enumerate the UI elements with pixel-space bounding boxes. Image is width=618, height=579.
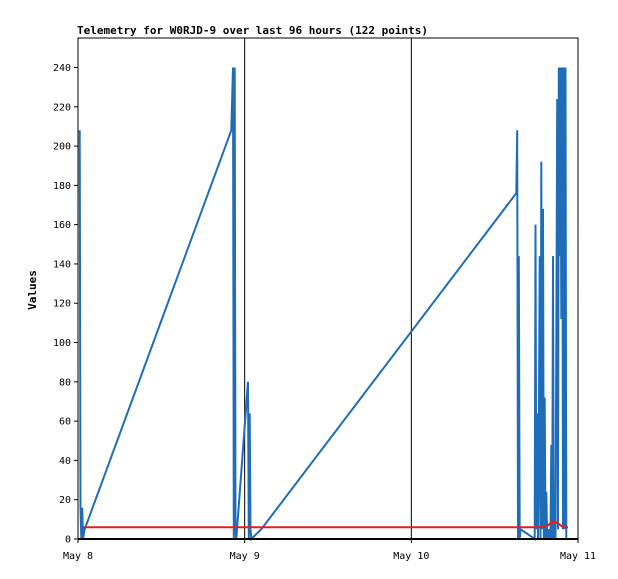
chart-title: Telemetry for W0RJD-9 over last 96 hours…: [77, 24, 428, 37]
y-tick-label: 140: [53, 259, 71, 270]
y-tick-label: 40: [59, 456, 71, 467]
y-tick-label: 180: [53, 181, 71, 192]
y-tick-label: 220: [53, 102, 71, 113]
plot-frame: [77, 37, 579, 540]
y-axis: 0 20 40 60 80 100 120 140 160 180 200 220 240: [53, 63, 78, 546]
y-tick-label: 60: [59, 417, 71, 428]
series-lines: [78, 67, 568, 542]
y-tick-label: 240: [53, 63, 71, 74]
x-tick-label: May 9: [230, 551, 260, 562]
x-tick-label: May 11: [560, 551, 596, 562]
y-tick-label: 200: [53, 142, 71, 153]
x-tick-label: May 10: [393, 551, 429, 562]
series-line-0: [78, 67, 568, 542]
x-tick-label: May 8: [63, 551, 93, 562]
y-tick-label: 120: [53, 299, 71, 310]
x-axis: May 8 May 9 May 10 May 11: [63, 38, 596, 562]
y-tick-label: 80: [59, 377, 71, 388]
y-tick-label: 0: [65, 535, 71, 546]
y-tick-label: 100: [53, 338, 71, 349]
series-line-1: [83, 520, 568, 529]
y-axis-title: Values: [26, 270, 39, 310]
y-tick-label: 20: [59, 495, 71, 506]
y-tick-label: 160: [53, 220, 71, 231]
